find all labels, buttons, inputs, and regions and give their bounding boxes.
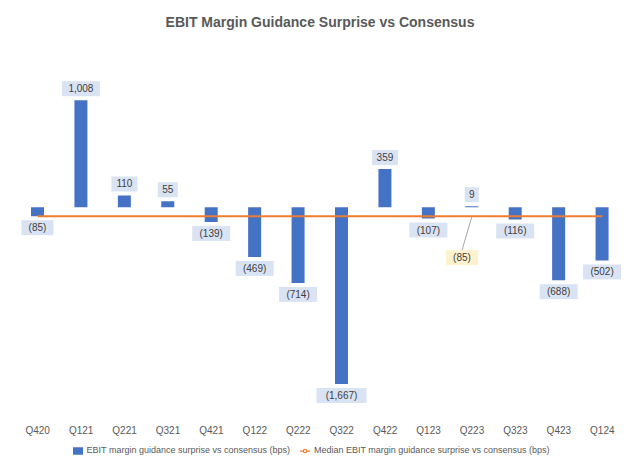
html-text:Median EBIT margin guidance su: Median EBIT margin guidance surprise vs …	[314, 445, 550, 456]
svg-text:1,008: 1,008	[68, 83, 93, 94]
svg-text:(107): (107)	[417, 225, 440, 236]
svg-text:Q423: Q423	[547, 425, 572, 436]
svg-text:359: 359	[377, 152, 394, 163]
html-text:EBIT margin guidance surprise: EBIT margin guidance surprise vs consens…	[86, 445, 290, 456]
svg-text:Q121: Q121	[69, 425, 94, 436]
svg-text:Q321: Q321	[156, 425, 181, 436]
svg-text:Q222: Q222	[286, 425, 311, 436]
svg-text:(688): (688)	[547, 286, 570, 297]
svg-text:Q221: Q221	[112, 425, 137, 436]
svg-text:Q422: Q422	[373, 425, 398, 436]
svg-text:Q122: Q122	[243, 425, 268, 436]
svg-text:Q323: Q323	[503, 425, 528, 436]
svg-text:(714): (714)	[286, 289, 309, 300]
svg-text:55: 55	[162, 184, 174, 195]
svg-text:(139): (139)	[200, 228, 223, 239]
svg-text:Q124: Q124	[590, 425, 615, 436]
svg-text:(1,667): (1,667)	[326, 390, 358, 401]
svg-text:9: 9	[469, 189, 475, 200]
html-text:EBIT Margin Guidance Surprise: EBIT Margin Guidance Surprise vs Consens…	[165, 14, 475, 30]
svg-text:110: 110	[116, 178, 132, 189]
svg-text:Q223: Q223	[460, 425, 485, 436]
svg-text:(469): (469)	[243, 263, 266, 274]
svg-text:Q421: Q421	[199, 425, 224, 436]
svg-text:(116): (116)	[504, 225, 527, 236]
svg-text:Q420: Q420	[25, 425, 50, 436]
svg-text:(502): (502)	[590, 266, 613, 277]
svg-text:Q123: Q123	[416, 425, 441, 436]
svg-text:Q322: Q322	[329, 425, 354, 436]
svg-text:(85): (85)	[29, 222, 47, 233]
svg-text:(85): (85)	[453, 252, 471, 263]
